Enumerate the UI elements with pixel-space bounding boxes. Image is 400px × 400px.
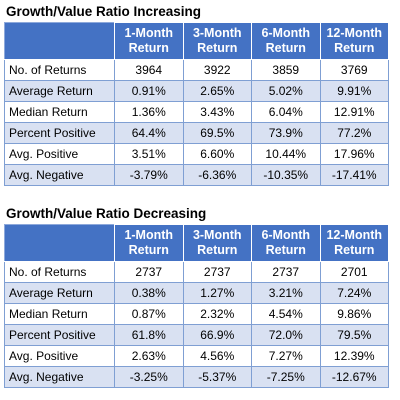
table-cell: 4.54% bbox=[251, 303, 321, 325]
table-cell: 66.9% bbox=[182, 324, 252, 346]
row-label: Percent Positive bbox=[4, 324, 115, 346]
table-title: Growth/Value Ratio Decreasing bbox=[6, 206, 207, 221]
table-cell: 64.4% bbox=[114, 122, 184, 144]
row-label: Avg. Positive bbox=[4, 345, 115, 367]
header-cell-12-month: 12-Month Return bbox=[319, 22, 389, 60]
table-row: No. of Returns 3964 3922 3859 3769 bbox=[4, 59, 389, 81]
table-cell: 12.39% bbox=[319, 345, 389, 367]
table-cell: 0.87% bbox=[114, 303, 184, 325]
table-cell: -10.35% bbox=[251, 164, 321, 186]
table-cell: 9.86% bbox=[319, 303, 389, 325]
table-cell: 1.36% bbox=[114, 101, 184, 123]
table-cell: 73.9% bbox=[251, 122, 321, 144]
table-cell: 3922 bbox=[182, 59, 252, 81]
table-row: Avg. Positive 3.51% 6.60% 10.44% 17.96% bbox=[4, 143, 389, 165]
table-cell: 2737 bbox=[182, 261, 252, 283]
table-row: Median Return 1.36% 3.43% 6.04% 12.91% bbox=[4, 101, 389, 123]
table-cell: 12.91% bbox=[319, 101, 389, 123]
table-row: Avg. Negative -3.25% -5.37% -7.25% -12.6… bbox=[4, 366, 389, 388]
table-cell: 17.96% bbox=[319, 143, 389, 165]
header-cell-6-month: 6-Month Return bbox=[251, 22, 321, 60]
table-cell: 3.21% bbox=[251, 282, 321, 304]
row-label: No. of Returns bbox=[4, 261, 115, 283]
table-cell: 3859 bbox=[251, 59, 321, 81]
table-cell: 2.65% bbox=[182, 80, 252, 102]
returns-table: 1-Month Return 3-Month Return 6-Month Re… bbox=[4, 22, 389, 186]
table-row: Percent Positive 61.8% 66.9% 72.0% 79.5% bbox=[4, 324, 389, 346]
table-cell: 3.43% bbox=[182, 101, 252, 123]
table-cell: 2701 bbox=[319, 261, 389, 283]
row-label: Average Return bbox=[4, 282, 115, 304]
header-row: 1-Month Return 3-Month Return 6-Month Re… bbox=[4, 224, 389, 262]
table-row: Avg. Positive 2.63% 4.56% 7.27% 12.39% bbox=[4, 345, 389, 367]
header-cell-1-month: 1-Month Return bbox=[114, 224, 184, 262]
table-cell: 1.27% bbox=[182, 282, 252, 304]
header-cell-1-month: 1-Month Return bbox=[114, 22, 184, 60]
row-label: No. of Returns bbox=[4, 59, 115, 81]
table-cell: 2.63% bbox=[114, 345, 184, 367]
header-cell-3-month: 3-Month Return bbox=[182, 224, 252, 262]
table-cell: 7.24% bbox=[319, 282, 389, 304]
table-cell: -7.25% bbox=[251, 366, 321, 388]
header-cell-6-month: 6-Month Return bbox=[251, 224, 321, 262]
table-row: No. of Returns 2737 2737 2737 2701 bbox=[4, 261, 389, 283]
table-row: Avg. Negative -3.79% -6.36% -10.35% -17.… bbox=[4, 164, 389, 186]
table-cell: -3.25% bbox=[114, 366, 184, 388]
table-cell: 77.2% bbox=[319, 122, 389, 144]
table-cell: 61.8% bbox=[114, 324, 184, 346]
table-cell: -3.79% bbox=[114, 164, 184, 186]
table-row: Percent Positive 64.4% 69.5% 73.9% 77.2% bbox=[4, 122, 389, 144]
table-cell: 5.02% bbox=[251, 80, 321, 102]
table-row: Average Return 0.91% 2.65% 5.02% 9.91% bbox=[4, 80, 389, 102]
row-label: Avg. Negative bbox=[4, 164, 115, 186]
table-cell: -6.36% bbox=[182, 164, 252, 186]
table-cell: 4.56% bbox=[182, 345, 252, 367]
header-cell-12-month: 12-Month Return bbox=[319, 224, 389, 262]
table-cell: 10.44% bbox=[251, 143, 321, 165]
table-cell: 69.5% bbox=[182, 122, 252, 144]
row-label: Median Return bbox=[4, 101, 115, 123]
header-cell-corner bbox=[4, 224, 115, 262]
table-cell: 6.60% bbox=[182, 143, 252, 165]
row-label: Avg. Positive bbox=[4, 143, 115, 165]
table-cell: -17.41% bbox=[319, 164, 389, 186]
row-label: Percent Positive bbox=[4, 122, 115, 144]
header-row: 1-Month Return 3-Month Return 6-Month Re… bbox=[4, 22, 389, 60]
table-cell: 0.38% bbox=[114, 282, 184, 304]
table-cell: 3.51% bbox=[114, 143, 184, 165]
table-row: Average Return 0.38% 1.27% 3.21% 7.24% bbox=[4, 282, 389, 304]
table-cell: 9.91% bbox=[319, 80, 389, 102]
table-block-decreasing: Growth/Value Ratio Decreasing 1-Month Re… bbox=[4, 206, 396, 388]
table-cell: 79.5% bbox=[319, 324, 389, 346]
table-cell: 2.32% bbox=[182, 303, 252, 325]
row-label: Median Return bbox=[4, 303, 115, 325]
table-title: Growth/Value Ratio Increasing bbox=[6, 4, 202, 19]
row-label: Average Return bbox=[4, 80, 115, 102]
row-label: Avg. Negative bbox=[4, 366, 115, 388]
table-cell: -12.67% bbox=[319, 366, 389, 388]
returns-table: 1-Month Return 3-Month Return 6-Month Re… bbox=[4, 224, 389, 388]
table-cell: 6.04% bbox=[251, 101, 321, 123]
header-cell-corner bbox=[4, 22, 115, 60]
header-cell-3-month: 3-Month Return bbox=[182, 22, 252, 60]
table-cell: 2737 bbox=[114, 261, 184, 283]
table-cell: 72.0% bbox=[251, 324, 321, 346]
table-row: Median Return 0.87% 2.32% 4.54% 9.86% bbox=[4, 303, 389, 325]
table-cell: 3964 bbox=[114, 59, 184, 81]
table-cell: 0.91% bbox=[114, 80, 184, 102]
table-cell: 2737 bbox=[251, 261, 321, 283]
table-cell: -5.37% bbox=[182, 366, 252, 388]
table-cell: 7.27% bbox=[251, 345, 321, 367]
table-cell: 3769 bbox=[319, 59, 389, 81]
table-block-increasing: Growth/Value Ratio Increasing 1-Month Re… bbox=[4, 4, 396, 186]
